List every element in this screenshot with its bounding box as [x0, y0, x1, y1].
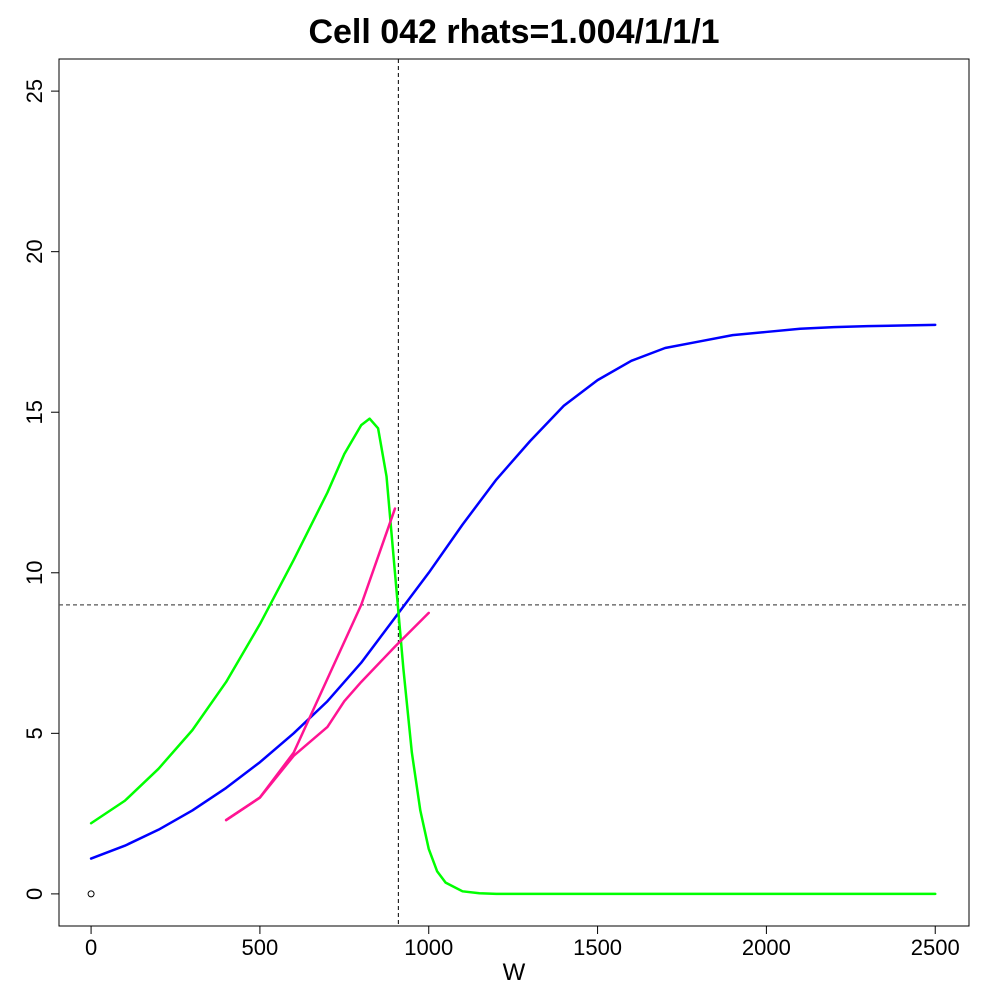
y-tick-label: 25	[22, 79, 47, 103]
x-tick-label: 500	[242, 935, 279, 960]
series-layer	[89, 323, 937, 896]
points-layer	[87, 890, 95, 898]
y-axis: 0 5 10 15 20 25	[22, 79, 59, 900]
x-axis-label: W	[503, 959, 526, 986]
reference-lines	[59, 59, 969, 926]
x-tick-label: 2500	[911, 935, 960, 960]
y-tick-label: 20	[22, 239, 47, 263]
y-tick-label: 5	[22, 727, 47, 739]
x-tick-label: 0	[85, 935, 97, 960]
series-line-4	[224, 611, 430, 822]
x-axis: 0 500 1000 1500 2000 2500	[85, 926, 960, 960]
series-line-2	[89, 417, 937, 896]
x-tick-label: 2000	[742, 935, 791, 960]
y-tick-label: 0	[22, 888, 47, 900]
chart-title: Cell 042 rhats=1.004/1/1/1	[308, 13, 719, 51]
x-tick-label: 1000	[404, 935, 453, 960]
x-tick-label: 1500	[573, 935, 622, 960]
series-line-3	[224, 507, 397, 822]
data-point-marker	[87, 890, 95, 898]
plot-frame	[58, 58, 970, 927]
series-line-1	[89, 323, 937, 860]
y-tick-label: 10	[22, 561, 47, 585]
y-tick-label: 15	[22, 400, 47, 424]
